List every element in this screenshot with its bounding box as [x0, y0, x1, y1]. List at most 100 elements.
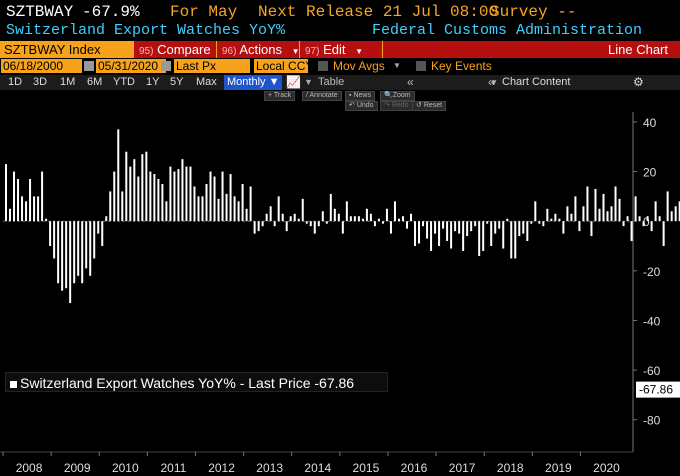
range-3d[interactable]: 3D — [33, 76, 48, 88]
data-bar — [177, 169, 180, 222]
data-bar — [526, 221, 529, 242]
series-header: Switzerland Export Watches YoY% Federal … — [0, 22, 680, 40]
data-bar — [297, 218, 300, 222]
data-bar — [65, 221, 68, 289]
range-max[interactable]: Max — [196, 76, 217, 88]
data-bar — [157, 179, 160, 222]
data-bar — [666, 191, 669, 222]
data-bar — [626, 216, 629, 222]
field-select[interactable]: Last Px — [174, 59, 250, 73]
range-1y[interactable]: 1Y — [146, 76, 160, 88]
data-bar — [325, 221, 328, 224]
data-bar — [450, 221, 453, 249]
collapse-right-icon[interactable]: « — [488, 75, 495, 89]
data-bar — [566, 206, 569, 222]
reset-button[interactable]: ↺ Reset — [412, 101, 447, 111]
mov-avgs-checkbox[interactable] — [318, 61, 328, 71]
data-bar — [406, 221, 408, 229]
data-bar — [458, 221, 461, 234]
range-bar: 1D 3D 1M 6M YTD 1Y 5Y Max Monthly ▼ 📈 ▼ … — [0, 75, 680, 90]
currency-select[interactable]: Local CCY — [254, 59, 314, 73]
data-bar — [341, 221, 344, 234]
chart-content-dropdown-icon[interactable]: ▼ — [490, 78, 498, 87]
compare-code: 95) — [139, 46, 154, 57]
news-tool[interactable]: ▪ News — [345, 91, 375, 101]
data-bar — [369, 213, 372, 222]
track-tool[interactable]: + Track — [264, 91, 296, 101]
data-bar — [506, 218, 509, 222]
data-bar — [570, 213, 573, 222]
redo-button[interactable]: ↷ Redo — [380, 101, 413, 111]
calendar-icon[interactable] — [84, 61, 94, 71]
actions-button[interactable]: 96) Actions ▼ — [217, 41, 300, 58]
data-bar — [73, 221, 76, 284]
table-button[interactable]: Table — [318, 76, 345, 88]
data-bar — [606, 211, 609, 222]
range-5y[interactable]: 5Y — [170, 76, 184, 88]
ticker[interactable]: SZTBWAY — [6, 3, 74, 21]
data-bar — [598, 208, 601, 222]
edit-code: 97) — [305, 46, 320, 57]
data-bar — [397, 218, 400, 222]
data-bar — [329, 193, 332, 222]
x-tick-label: 2014 — [304, 461, 331, 475]
chart-area[interactable]: 40 20 0 -20 -40 -60 -80 2008 2009 2010 2011 2012 201… — [0, 112, 680, 476]
calendar-icon[interactable] — [161, 61, 171, 71]
zoom-label: Zoom — [392, 92, 411, 99]
mov-avgs-dropdown-icon[interactable]: ▼ — [393, 61, 401, 70]
zoom-tool[interactable]: 🔍Zoom — [380, 91, 415, 101]
chart-type-button[interactable]: Line Chart — [383, 41, 680, 58]
data-bar — [466, 221, 469, 237]
data-bar — [422, 221, 425, 227]
x-tick-label: 2010 — [112, 461, 139, 475]
data-bar — [321, 211, 324, 222]
x-tick-label: 2019 — [545, 461, 572, 475]
data-bar — [514, 221, 517, 259]
range-6m[interactable]: 6M — [87, 76, 103, 88]
data-bar — [285, 221, 288, 232]
data-bar — [173, 171, 176, 222]
security-field[interactable]: SZTBWAY Index — [0, 41, 133, 58]
data-bar — [281, 213, 284, 222]
data-bar — [181, 159, 184, 222]
data-bar — [89, 221, 92, 276]
compare-button[interactable]: 95) Compare — [134, 41, 216, 58]
data-bar — [474, 221, 477, 227]
range-ytd[interactable]: YTD — [113, 76, 135, 88]
collapse-left-icon[interactable]: « — [407, 75, 414, 89]
data-bar — [9, 208, 12, 222]
data-bar — [289, 216, 292, 222]
range-1m[interactable]: 1M — [60, 76, 76, 88]
data-bar — [33, 196, 36, 222]
track-label: Track — [273, 92, 292, 99]
data-bar — [674, 206, 677, 222]
data-bar — [273, 221, 276, 227]
x-tick-label: 2018 — [497, 461, 524, 475]
annotate-tool[interactable]: / Annotate — [302, 91, 342, 101]
range-1d[interactable]: 1D — [8, 76, 23, 88]
actions-code: 96) — [222, 46, 237, 57]
data-bar — [410, 213, 413, 222]
undo-button[interactable]: ↶ Undo — [345, 101, 378, 111]
data-bar — [542, 221, 545, 227]
period-select[interactable]: Monthly ▼ — [224, 75, 283, 90]
data-bar — [478, 221, 481, 256]
data-bar — [313, 221, 316, 234]
reset-label: Reset — [423, 102, 443, 109]
data-bar — [670, 211, 673, 222]
chart-type-icon[interactable]: 📈 — [286, 75, 301, 89]
chart-content-button[interactable]: Chart Content — [502, 76, 571, 88]
start-date-field[interactable]: 06/18/2000 — [1, 59, 82, 73]
end-date-field[interactable]: 05/31/2020 — [96, 59, 166, 73]
data-bar — [305, 221, 308, 224]
y-tick-label: -80 — [643, 414, 661, 428]
edit-button[interactable]: 97) Edit ▼ — [300, 41, 382, 58]
data-bar — [486, 221, 489, 224]
data-bar — [490, 221, 493, 247]
key-events-checkbox[interactable] — [416, 61, 426, 71]
data-bar — [21, 196, 24, 222]
data-bar — [622, 221, 625, 227]
survey: Survey -- — [490, 3, 577, 21]
chart-type-dropdown-icon[interactable]: ▼ — [304, 77, 313, 87]
gear-icon[interactable]: ⚙ — [633, 75, 644, 89]
